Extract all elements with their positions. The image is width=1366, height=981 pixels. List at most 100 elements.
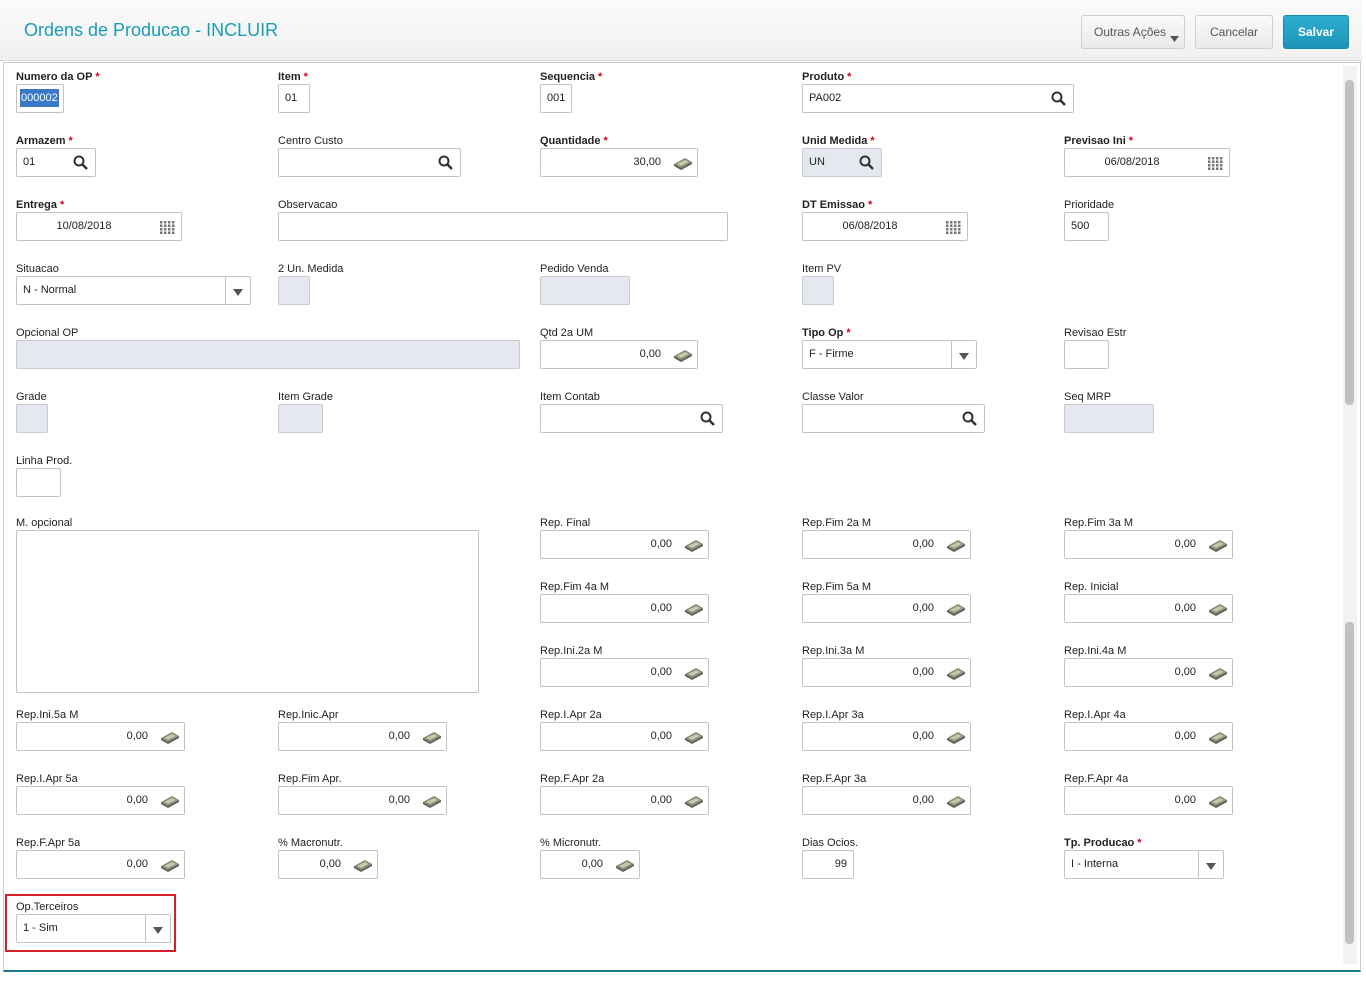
input-box[interactable]: 30,00 — [540, 148, 698, 177]
number-icon[interactable] — [1208, 729, 1228, 748]
search-icon[interactable] — [438, 155, 454, 174]
text-area[interactable] — [16, 530, 479, 693]
input-box[interactable]: 0,00 — [802, 722, 971, 751]
number-icon[interactable] — [673, 155, 693, 174]
label-text: Observacao — [278, 199, 338, 211]
label-text: Rep.Ini.5a M — [16, 709, 79, 721]
select-box[interactable]: I - Interna — [1064, 850, 1224, 879]
number-icon[interactable] — [684, 729, 704, 748]
select-icon[interactable] — [1206, 861, 1216, 873]
input-box[interactable]: 0,00 — [540, 658, 709, 687]
input-box[interactable]: UN — [802, 148, 882, 177]
input-box[interactable]: PA002 — [802, 84, 1074, 113]
search-icon[interactable] — [1051, 91, 1067, 110]
select-icon[interactable] — [959, 351, 969, 363]
input-box[interactable] — [1064, 340, 1109, 369]
input-box[interactable]: 0,00 — [540, 594, 709, 623]
input-box[interactable]: 01 — [278, 84, 310, 113]
field-label: Rep.Fim 2a M — [802, 516, 871, 530]
number-icon[interactable] — [684, 537, 704, 556]
field-value: 99 — [834, 858, 847, 870]
search-icon[interactable] — [73, 155, 89, 174]
label-text: Sequencia — [540, 71, 596, 83]
input-box[interactable]: 01 — [16, 148, 96, 177]
input-box[interactable]: 0,00 — [1064, 658, 1233, 687]
number-icon[interactable] — [946, 729, 966, 748]
input-box[interactable]: 0,00 — [1064, 530, 1233, 559]
label-text: Situacao — [16, 263, 59, 275]
input-box[interactable] — [16, 468, 61, 497]
number-icon[interactable] — [946, 601, 966, 620]
number-icon[interactable] — [946, 537, 966, 556]
input-box[interactable]: 0,00 — [1064, 786, 1233, 815]
input-box[interactable]: 0,00 — [16, 850, 185, 879]
date-icon[interactable] — [945, 219, 961, 238]
field-value: 0,00 — [388, 794, 410, 806]
cancel-button[interactable]: Cancelar — [1195, 15, 1273, 49]
scroll-thumb[interactable] — [1345, 622, 1354, 944]
search-icon[interactable] — [859, 155, 875, 174]
input-box[interactable]: 0,00 — [802, 530, 971, 559]
input-box[interactable]: 0,00 — [802, 786, 971, 815]
number-icon[interactable] — [684, 665, 704, 684]
save-button[interactable]: Salvar — [1283, 15, 1349, 49]
input-box[interactable]: 10/08/2018 — [16, 212, 182, 241]
select-icon[interactable] — [153, 925, 163, 937]
number-icon[interactable] — [422, 729, 442, 748]
select-box[interactable]: F - Firme — [802, 340, 977, 369]
input-box[interactable]: 0,00 — [802, 594, 971, 623]
number-icon[interactable] — [946, 665, 966, 684]
input-box[interactable]: 001 — [540, 84, 572, 113]
select-glyph — [233, 289, 243, 296]
input-box[interactable]: 0,00 — [16, 786, 185, 815]
label-text: Rep.I.Apr 3a — [802, 709, 864, 721]
number-icon[interactable] — [160, 857, 180, 876]
date-icon[interactable] — [1207, 155, 1223, 174]
input-box[interactable]: 06/08/2018 — [1064, 148, 1230, 177]
input-box[interactable]: 06/08/2018 — [802, 212, 968, 241]
input-box[interactable]: 0,00 — [802, 658, 971, 687]
field-label: Rep.F.Apr 2a — [540, 772, 604, 786]
input-box[interactable]: 0,00 — [278, 786, 447, 815]
date-icon[interactable] — [159, 219, 175, 238]
number-icon[interactable] — [422, 793, 442, 812]
other-actions-button[interactable]: Outras Ações — [1081, 15, 1185, 49]
input-box[interactable]: 0,00 — [1064, 594, 1233, 623]
scroll-thumb[interactable] — [1345, 80, 1354, 405]
search-icon[interactable] — [700, 411, 716, 430]
number-icon[interactable] — [1208, 601, 1228, 620]
input-box[interactable] — [540, 404, 723, 433]
label-text: Dias Ocios. — [802, 837, 859, 849]
number-icon[interactable] — [615, 857, 635, 876]
number-icon[interactable] — [1208, 665, 1228, 684]
input-box[interactable]: 0,00 — [1064, 722, 1233, 751]
number-icon[interactable] — [684, 601, 704, 620]
input-box[interactable]: 0,00 — [540, 530, 709, 559]
input-box[interactable]: 000002 — [16, 84, 64, 113]
select-icon[interactable] — [233, 287, 243, 299]
number-icon[interactable] — [1208, 537, 1228, 556]
input-box[interactable]: 0,00 — [540, 786, 709, 815]
input-box[interactable] — [278, 212, 728, 241]
input-box[interactable]: 0,00 — [540, 722, 709, 751]
input-box[interactable]: 0,00 — [16, 722, 185, 751]
input-box[interactable]: 500 — [1064, 212, 1109, 241]
number-icon[interactable] — [684, 793, 704, 812]
input-box[interactable]: 0,00 — [540, 340, 698, 369]
number-icon[interactable] — [353, 857, 373, 876]
number-icon[interactable] — [673, 347, 693, 366]
select-box[interactable]: N - Normal — [16, 276, 251, 305]
input-box[interactable]: 0,00 — [278, 722, 447, 751]
input-box[interactable]: 0,00 — [540, 850, 640, 879]
input-box[interactable]: 0,00 — [278, 850, 378, 879]
select-box[interactable]: 1 - Sim — [16, 914, 171, 943]
input-box[interactable] — [278, 148, 461, 177]
number-icon[interactable] — [160, 729, 180, 748]
input-box[interactable] — [802, 404, 985, 433]
search-glyph — [700, 411, 715, 426]
number-icon[interactable] — [1208, 793, 1228, 812]
number-icon[interactable] — [946, 793, 966, 812]
input-box[interactable]: 99 — [802, 850, 854, 879]
number-icon[interactable] — [160, 793, 180, 812]
search-icon[interactable] — [962, 411, 978, 430]
